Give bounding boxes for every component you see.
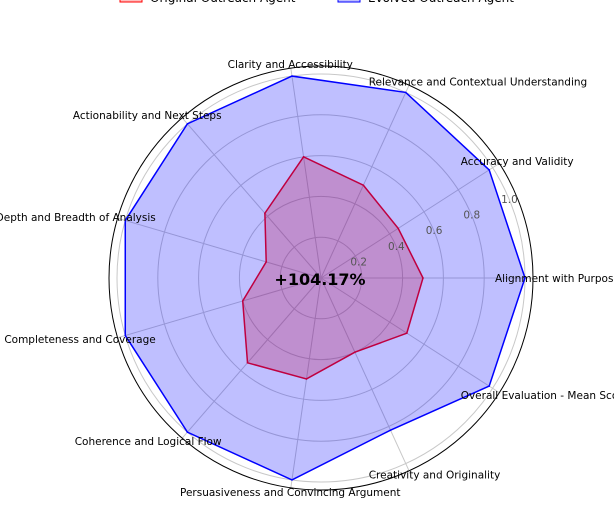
grid-spoke [290, 277, 322, 488]
series-0-point [422, 277, 424, 279]
grid-spoke [117, 277, 322, 339]
grid-spoke [320, 162, 500, 279]
center-label: +104.17% [274, 270, 365, 289]
polar-frame [108, 65, 534, 491]
series-0-point [264, 212, 266, 215]
series-0-point [305, 378, 308, 380]
radial-tick-label: 1.0 [501, 194, 518, 206]
category-label: Relevance and Contextual Understanding [369, 77, 587, 89]
category-label: Creativity and Originality [369, 469, 501, 481]
series-1-point [124, 334, 127, 337]
category-label: Overall Evaluation - Mean Score [461, 390, 614, 402]
series-1-point [291, 75, 293, 77]
series-0-point [241, 300, 244, 302]
category-label: Alignment with Purpose [495, 273, 614, 285]
series-0-point [362, 184, 365, 187]
grid-spoke [290, 68, 322, 279]
series-0-point [354, 351, 356, 354]
series-0-point [397, 227, 400, 230]
series-1-area [124, 75, 526, 481]
legend-label-0: Original Outreach Agent [150, 0, 296, 5]
legend-swatch-0 [119, 0, 143, 3]
category-label: Depth and Breadth of Analysis [0, 212, 156, 224]
radial-tick-label: 0.4 [388, 241, 405, 253]
series-1-point [488, 169, 490, 171]
grid-spoke [181, 117, 322, 279]
legend-label-1: Evolved Outreach Agent [368, 0, 514, 5]
series-1-point [124, 219, 127, 222]
series-1-point [488, 385, 490, 387]
series-1-point [186, 431, 189, 433]
series-1-point [186, 123, 189, 125]
category-label: Coherence and Logical Flow [75, 436, 222, 448]
grid-spoke [181, 277, 322, 439]
grid-spoke [320, 84, 410, 279]
category-label: Actionability and Next Steps [73, 110, 222, 122]
category-label: Clarity and Accessibility [228, 59, 353, 71]
legend-swatch-1 [337, 0, 361, 3]
grid-spoke [320, 277, 410, 472]
category-label: Completeness and Coverage [4, 334, 155, 346]
series-0-point [406, 332, 408, 334]
series-1-point [524, 277, 526, 279]
category-label: Persuasiveness and Convincing Argument [180, 487, 400, 499]
radial-tick-label: 0.8 [463, 210, 480, 222]
radial-tick-label: 0.6 [426, 225, 443, 237]
grid-spoke [320, 277, 500, 394]
series-1-point [389, 429, 392, 431]
series-0-point [265, 261, 267, 263]
series-1-point [291, 479, 293, 481]
grid-spoke [117, 217, 322, 279]
series-0-point [246, 361, 249, 364]
series-0-area [241, 155, 424, 380]
series-1-point [404, 91, 407, 94]
series-0-point [302, 156, 305, 158]
category-label: Accuracy and Validity [461, 156, 574, 168]
radial-tick-label: 0.2 [350, 256, 367, 268]
